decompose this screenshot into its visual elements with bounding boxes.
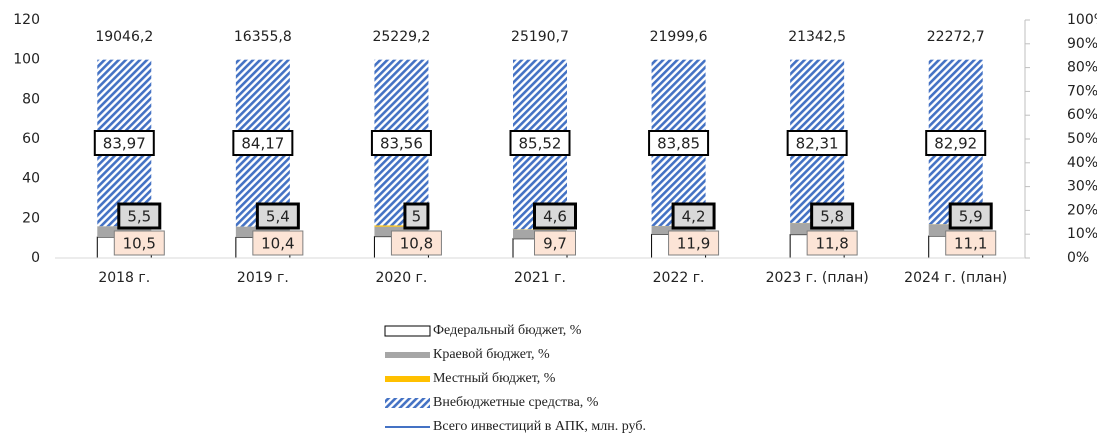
data-label: 11,8 [815, 235, 848, 253]
data-label: 83,56 [380, 135, 423, 153]
data-label-box [786, 130, 848, 156]
data-label-box [948, 202, 993, 230]
total-label: 16355,8 [234, 29, 292, 45]
legend-label: Всего инвестиций в АПК, млн. руб. [433, 419, 646, 434]
data-label-box [390, 230, 442, 256]
legend-swatch [385, 376, 430, 382]
bar [651, 226, 706, 235]
data-label-box [113, 230, 165, 256]
data-label-box [252, 230, 304, 256]
data-label: 82,92 [934, 135, 977, 153]
data-label-box [925, 130, 987, 156]
bar [374, 225, 429, 227]
data-label-box [668, 230, 720, 256]
x-tick-label: 2018 г. [98, 270, 150, 286]
total-label: 25190,7 [511, 29, 569, 45]
data-label: 4,6 [543, 208, 567, 226]
y-tick-label: 80 [22, 91, 40, 107]
y-tick-label: 20 [22, 210, 40, 226]
data-label: 5,9 [959, 208, 983, 226]
legend-swatch [385, 398, 430, 408]
total-label: 25229,2 [372, 29, 430, 45]
legend-label: Краевой бюджет, % [433, 347, 550, 362]
x-tick-label: 2021 г. [514, 270, 566, 286]
data-label-box [509, 130, 571, 156]
data-label: 4,2 [682, 208, 706, 226]
legend-swatch [384, 325, 431, 337]
y2-tick-label: 60% [1067, 107, 1097, 123]
data-label-box [255, 202, 300, 230]
data-label-box [810, 202, 855, 230]
y-tick-label: 120 [13, 12, 40, 28]
y2-tick-label: 30% [1067, 179, 1097, 195]
x-tick-label: 2024 г. (план) [904, 270, 1007, 286]
y2-tick-label: 80% [1067, 60, 1097, 76]
data-label: 11,1 [954, 235, 987, 253]
data-label: 5,5 [127, 208, 151, 226]
y2-tick-label: 100% [1067, 12, 1097, 28]
y-tick-label: 60 [22, 131, 40, 147]
y2-tick-label: 90% [1067, 36, 1097, 52]
data-label-box [403, 202, 430, 230]
data-label: 10,8 [400, 235, 433, 253]
y2-tick-label: 0% [1067, 250, 1089, 266]
legend-label: Федеральный бюджет, % [433, 323, 582, 338]
x-tick-label: 2023 г. (план) [766, 270, 869, 286]
y-tick-label: 0 [31, 250, 40, 266]
data-label-box [648, 130, 710, 156]
total-label: 21999,6 [650, 29, 708, 45]
legend-label: Внебюджетные средства, % [433, 395, 599, 410]
total-label: 19046,2 [95, 29, 153, 45]
data-label: 10,4 [261, 235, 294, 253]
data-label: 10,5 [123, 235, 156, 253]
x-tick-label: 2019 г. [237, 270, 289, 286]
data-label: 82,31 [796, 135, 839, 153]
x-tick-label: 2020 г. [375, 270, 427, 286]
data-label: 83,85 [657, 135, 700, 153]
y-tick-label: 40 [22, 171, 40, 187]
y2-tick-label: 20% [1067, 202, 1097, 218]
legend-label: Местный бюджет, % [433, 371, 556, 386]
x-tick-label: 2022 г. [653, 270, 705, 286]
y2-tick-label: 40% [1067, 155, 1097, 171]
data-label-box [806, 230, 858, 256]
data-label-box [370, 130, 432, 156]
data-label: 5 [412, 208, 422, 226]
y-tick-label: 100 [13, 52, 40, 68]
data-label-box [671, 202, 716, 230]
data-label-box [945, 230, 997, 256]
bar [928, 224, 983, 236]
data-label: 85,52 [519, 135, 562, 153]
data-label-box [534, 230, 576, 256]
data-label: 9,7 [543, 235, 567, 253]
data-label-box [117, 202, 162, 230]
data-label-box [232, 130, 294, 156]
data-label: 11,9 [677, 235, 710, 253]
total-label: 22272,7 [927, 29, 985, 45]
data-label: 5,8 [820, 208, 844, 226]
data-label: 84,17 [241, 135, 284, 153]
data-label-box [93, 130, 155, 156]
data-label: 5,4 [266, 208, 290, 226]
legend-swatch [385, 352, 430, 358]
y2-tick-label: 50% [1067, 131, 1097, 147]
total-label: 21342,5 [788, 29, 846, 45]
data-label: 83,97 [103, 135, 146, 153]
y2-tick-label: 10% [1067, 226, 1097, 242]
data-label-box [533, 202, 577, 230]
y2-tick-label: 70% [1067, 83, 1097, 99]
